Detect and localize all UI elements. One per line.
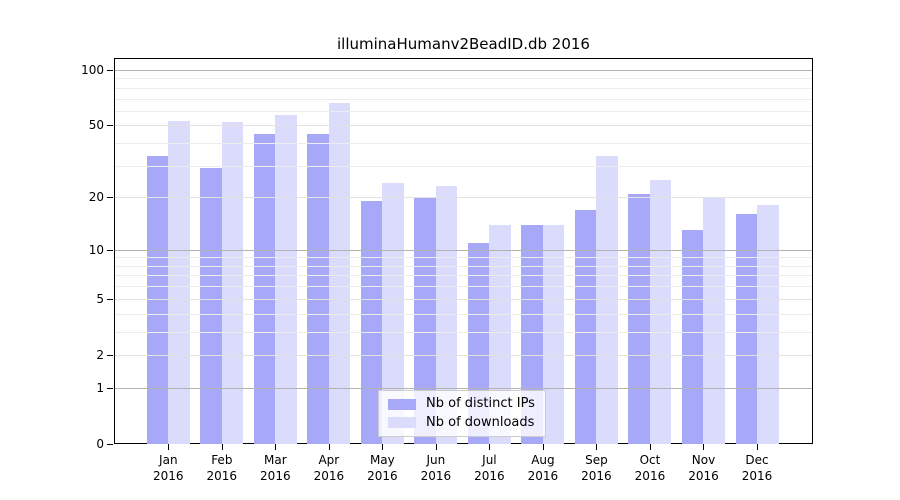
x-axis-label-may: May 2016	[367, 453, 398, 483]
legend-label-downloads: Nb of downloads	[426, 414, 535, 430]
bar-distinct-ips-jan	[146, 155, 169, 444]
x-axis-tick-aug	[542, 444, 544, 450]
x-axis-tick-apr	[328, 444, 330, 450]
gridline-minor	[115, 87, 812, 89]
gridline-minor	[115, 265, 812, 267]
gridline-minor	[115, 165, 812, 167]
x-axis-label-jun: Jun 2016	[420, 453, 452, 483]
y-axis-label-20: 20	[88, 190, 104, 205]
bar-downloads-jul	[489, 224, 511, 444]
y-axis-tick-10	[107, 249, 113, 251]
bar-downloads-feb	[221, 122, 244, 444]
x-axis-label-jan: Jan 2016	[153, 453, 184, 483]
gridline-minor	[115, 110, 812, 112]
x-axis-label-mar: Mar 2016	[260, 453, 291, 483]
bar-distinct-ips-jun	[414, 197, 436, 444]
bar-distinct-ips-apr	[307, 133, 329, 444]
legend-label-distinct-ips: Nb of distinct IPs	[426, 396, 535, 412]
bar-distinct-ips-oct	[628, 193, 650, 444]
y-axis-label-2: 2	[96, 347, 104, 362]
y-axis-label-50: 50	[88, 118, 104, 133]
chart-title: illuminaHumanv2BeadID.db 2016	[337, 35, 590, 53]
gridline-5	[115, 298, 812, 300]
x-axis-label-aug: Aug 2016	[527, 453, 559, 483]
bar-downloads-oct	[649, 179, 672, 444]
bar-downloads-dec	[757, 205, 779, 444]
gridline-minor	[115, 331, 812, 333]
y-axis-label-0: 0	[96, 437, 104, 451]
gridline-minor	[115, 98, 812, 100]
gridline-minor	[115, 78, 812, 80]
gridline-20	[115, 197, 812, 199]
x-axis-tick-sep	[596, 444, 598, 450]
gridline-2	[115, 354, 812, 356]
gridline-minor	[115, 313, 812, 315]
y-axis-tick-50	[107, 125, 113, 127]
bar-distinct-ips-mar	[253, 133, 276, 444]
bar-distinct-ips-feb	[200, 168, 222, 444]
x-axis-tick-feb	[221, 444, 223, 450]
x-axis-label-jul: Jul 2016	[474, 453, 505, 483]
y-axis-label-5: 5	[96, 291, 104, 306]
bar-distinct-ips-sep	[574, 209, 597, 444]
x-axis-label-apr: Apr 2016	[313, 453, 345, 483]
gridline-major-1	[115, 387, 812, 389]
y-axis-tick-20	[107, 197, 113, 199]
gridline-50	[115, 125, 812, 127]
legend-item-distinct-ips: Nb of distinct IPs	[388, 396, 537, 412]
y-axis-label-1: 1	[96, 380, 104, 395]
bar-distinct-ips-aug	[521, 224, 543, 444]
bar-downloads-jan	[168, 120, 190, 444]
legend-swatch-ips-icon	[388, 398, 416, 410]
x-axis-label-dec: Dec 2016	[741, 453, 773, 483]
y-axis-tick-1	[107, 387, 113, 389]
gridline-minor	[115, 275, 812, 277]
y-axis-tick-5	[107, 298, 113, 300]
legend-swatch-downloads-icon	[388, 417, 416, 429]
x-axis-tick-nov	[703, 444, 705, 450]
legend: Nb of distinct IPs Nb of downloads	[378, 390, 546, 437]
y-axis-tick-2	[107, 354, 113, 356]
x-axis-tick-jun	[435, 444, 437, 450]
bar-downloads-apr	[328, 103, 351, 444]
gridline-major-10	[115, 249, 812, 251]
gridline-minor	[115, 286, 812, 288]
y-axis-tick-100	[107, 70, 113, 71]
gridline-minor	[115, 143, 812, 145]
x-axis-tick-dec	[757, 444, 758, 450]
bar-downloads-nov	[703, 197, 725, 444]
x-axis-tick-oct	[649, 444, 651, 450]
bar-downloads-jun	[435, 186, 458, 444]
y-axis-tick-0	[107, 444, 113, 445]
x-axis-label-oct: Oct 2016	[634, 453, 666, 483]
bar-downloads-aug	[542, 224, 565, 444]
x-axis-tick-may	[382, 444, 384, 450]
bar-distinct-ips-dec	[735, 214, 757, 444]
y-axis-label-100: 100	[81, 63, 104, 77]
x-axis-tick-jan	[168, 444, 170, 450]
x-axis-tick-jul	[489, 444, 491, 450]
bar-downloads-mar	[275, 114, 297, 444]
x-axis-label-feb: Feb 2016	[206, 453, 238, 483]
gridline-major-100	[115, 70, 812, 71]
bar-distinct-ips-may	[360, 201, 383, 444]
x-axis-tick-mar	[275, 444, 277, 450]
legend-item-downloads: Nb of downloads	[388, 415, 537, 431]
bar-downloads-sep	[596, 155, 618, 444]
gridline-minor	[115, 257, 812, 259]
x-axis-label-sep: Sep 2016	[581, 453, 612, 483]
x-axis-label-nov: Nov 2016	[688, 453, 719, 483]
y-axis-label-10: 10	[88, 242, 104, 257]
bar-distinct-ips-nov	[681, 230, 704, 444]
